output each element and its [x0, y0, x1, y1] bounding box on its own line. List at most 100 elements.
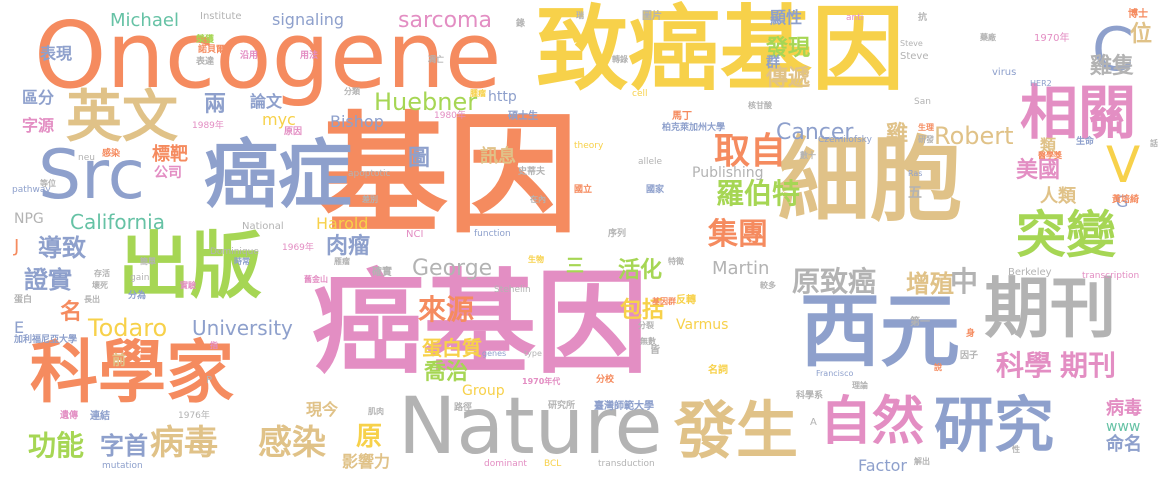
- word-diaowang: 凋亡: [428, 55, 444, 64]
- word-jie: 皆: [650, 345, 660, 356]
- word-mingming: 命名: [1106, 434, 1142, 455]
- word-zhongliu: 腫瘤: [470, 89, 486, 98]
- word-gongneng: 功能: [28, 429, 85, 462]
- word-steve-2: Steve: [900, 39, 923, 48]
- word-xiyuan: 西元: [800, 285, 960, 378]
- word-jiaoduo: 較多: [760, 281, 776, 290]
- word-function: function: [474, 229, 511, 239]
- word-cancer: Cancer: [776, 120, 854, 145]
- word-luobote: 羅伯特: [716, 177, 801, 210]
- word-group: Group: [462, 383, 505, 399]
- word-a: A: [810, 417, 817, 428]
- word-yuanyin: 原因: [284, 127, 303, 137]
- word-lianjie: 連結: [90, 411, 110, 422]
- word-qufen: 區分: [22, 88, 55, 107]
- word-lilun: 理論: [852, 381, 868, 390]
- word-zishou: 字首: [100, 432, 148, 460]
- word-guojia: 國家: [646, 185, 665, 195]
- word-huohua: 活化: [618, 258, 663, 283]
- word-lunwen: 論文: [250, 92, 283, 111]
- word-yuan: 原: [356, 422, 383, 452]
- word-http: http: [488, 89, 517, 105]
- word-yuanzhiai: 原致癌: [792, 265, 877, 298]
- word-roulu: 肉瘤: [326, 234, 371, 259]
- word-wu: 五: [908, 185, 922, 201]
- word-san-en: San: [914, 97, 931, 107]
- word-tubian: 突變: [1016, 206, 1116, 264]
- word-virus: virus: [992, 67, 1017, 78]
- word-dominant: dominant: [484, 459, 527, 469]
- word-jialifuniya: 加利福尼亞大學: [14, 335, 78, 345]
- word-1989: 1989年: [192, 121, 224, 131]
- word-steve: Steve: [900, 51, 929, 62]
- word-tu: 圖: [408, 146, 431, 171]
- word-signaling: signaling: [272, 10, 345, 29]
- word-shuo: 說: [934, 363, 942, 372]
- word-yichuan: 遺傳: [60, 411, 79, 421]
- word-p: P: [206, 375, 213, 386]
- word-shushi: 數十: [800, 151, 816, 160]
- word-national: National: [242, 221, 284, 232]
- word-diyi: 第一: [910, 317, 930, 328]
- word-martin: Martin: [712, 258, 770, 279]
- word-chabie: 差別: [362, 195, 378, 204]
- word-gongsi: 公司: [154, 165, 182, 181]
- word-shidifu: 史蒂夫: [518, 167, 546, 177]
- word-xing: 性: [1012, 445, 1020, 454]
- word-xianxing: 顯性: [770, 8, 803, 27]
- word-aizheng: 癌症: [204, 132, 352, 218]
- word-zhuanlu: 轉錄: [612, 55, 628, 64]
- word-lei: 類: [1040, 136, 1057, 155]
- word-guoli: 國立: [574, 185, 593, 195]
- word-jiujinshan: 舊金山: [304, 275, 328, 284]
- word-type: type: [524, 349, 542, 358]
- word-yanyong: 沿用: [240, 51, 259, 61]
- word-biaoba: 標靶: [152, 144, 188, 165]
- word-zhong: 中: [950, 265, 979, 298]
- word-kang: 抗: [918, 13, 928, 23]
- word-her2: HER2: [1030, 79, 1052, 88]
- word-renlei: 人類: [1040, 186, 1076, 207]
- word-e: E: [14, 318, 25, 337]
- word-ziran: 自然: [820, 392, 925, 452]
- word-transcription: transcription: [1082, 271, 1140, 281]
- word-bingdu: 病毒: [150, 423, 218, 463]
- word-yingwen: 英文: [66, 85, 178, 150]
- word-bingdu-small: 病毒: [1106, 398, 1142, 419]
- word-theory: theory: [574, 141, 604, 151]
- word-nci: NCI: [406, 229, 424, 240]
- word-francisco: Francisco: [816, 369, 854, 378]
- word-mutation: mutation: [102, 461, 143, 471]
- word-ming: 名: [60, 300, 83, 325]
- word-fenwei: 分為: [128, 291, 147, 301]
- word-harold: Harold: [316, 214, 369, 233]
- word-g: G: [1116, 192, 1129, 211]
- word-yanfa: 研發: [918, 135, 934, 144]
- word-taiwanshida: 臺灣師範大學: [594, 401, 654, 412]
- word-1970s: 1970年代: [522, 377, 561, 386]
- word-fenxiao: 分校: [596, 375, 615, 385]
- word-factor: Factor: [858, 456, 907, 475]
- word-university: University: [192, 316, 293, 340]
- word-kexuexi: 科學系: [796, 391, 824, 401]
- word-v: V: [1106, 136, 1141, 194]
- word-bishop: Bishop: [330, 112, 384, 131]
- word-michael: Michael: [110, 10, 179, 31]
- word-nature: Nature: [398, 382, 663, 472]
- word-biaoxian: 表現: [40, 44, 73, 63]
- word-biaoda: 表達: [196, 57, 215, 67]
- word-kexuejia: 科學家: [30, 334, 235, 413]
- word-npg: NPG: [14, 211, 44, 227]
- word-wei: 位: [1130, 22, 1153, 47]
- word-chuban: 出版: [118, 224, 263, 308]
- word-stehelin: Stehelin: [494, 285, 531, 295]
- word-zainei: 在內: [530, 195, 546, 204]
- word-shengwu: 生物: [528, 255, 544, 264]
- word-shen: 身: [966, 329, 976, 339]
- word-hegansuan: 核甘酸: [748, 101, 772, 110]
- word-varmus: Varmus: [676, 317, 729, 333]
- word-xiangguan: 相關: [1020, 79, 1137, 147]
- word-src: Src: [38, 136, 146, 215]
- word-california: California: [70, 210, 165, 234]
- word-wushu: 無數: [640, 337, 656, 346]
